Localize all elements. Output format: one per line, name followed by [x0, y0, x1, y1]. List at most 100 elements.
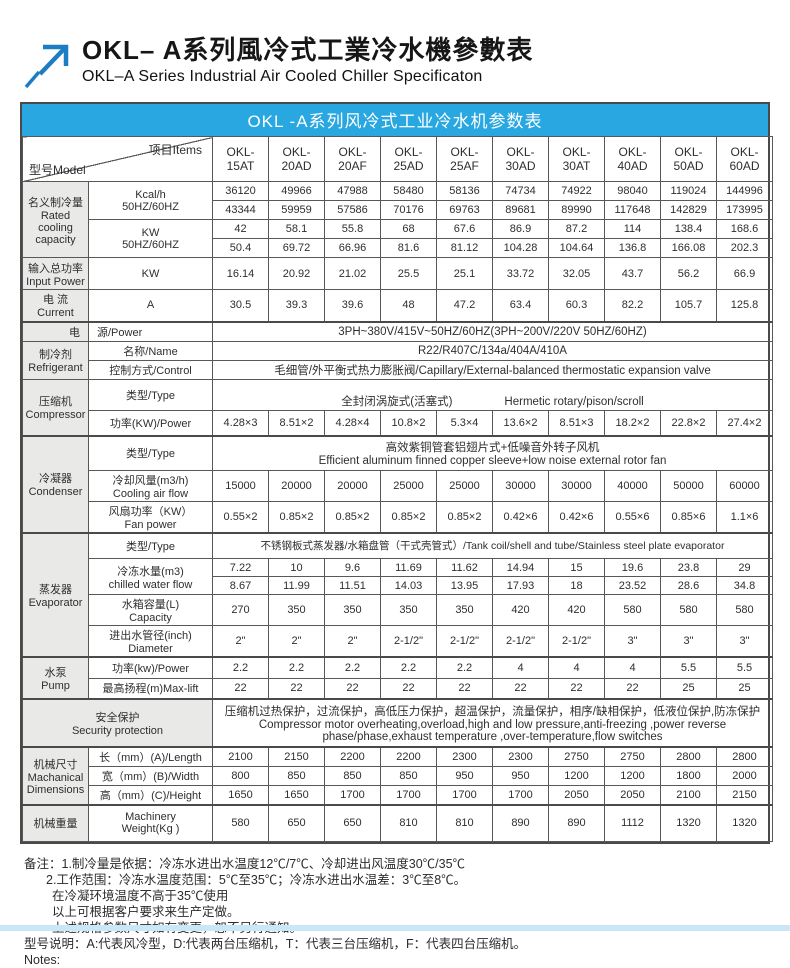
current-cell: 30.5 [212, 289, 269, 322]
row-label-compressor-power: 功率(KW)/Power [88, 409, 213, 437]
kcal-50hz-cell: 58480 [380, 181, 437, 201]
bottom-strip [0, 925, 790, 931]
group-label-pump: 水泵 Pump [22, 656, 89, 700]
row-label-tank-capacity: 水箱容量(L) Capacity [88, 594, 213, 626]
max-lift-cell: 22 [324, 677, 381, 700]
weight-cell: 1112 [604, 804, 661, 842]
width-cell: 950 [492, 766, 549, 786]
length-cell: 2200 [380, 746, 437, 767]
group-label-dimensions: 机械尺寸 Machanical Dimensions [22, 746, 89, 806]
fan-power-cell: 0.42×6 [548, 500, 605, 533]
pump-power-cell: 2.2 [268, 656, 325, 679]
width-cell: 800 [212, 766, 269, 786]
row-kcal-60hz: 43344 59959 57586 70176 69763 89681 89990 11764… [23, 200, 773, 220]
pump-power-cell: 2.2 [380, 656, 437, 679]
row-kw-60hz: 50.4 69.72 66.96 81.6 81.12 104.28 104.64 136.8… [23, 238, 773, 258]
evaporator-type-value: 不锈钢板式蒸发器/水箱盘管（干式壳管式）/Tank coil/shell and… [212, 531, 773, 559]
input-power-cell: 43.7 [604, 257, 661, 290]
kw-50hz-cell: 87.2 [548, 219, 605, 239]
current-cell: 39.6 [324, 289, 381, 322]
current-cell: 82.2 [604, 289, 661, 322]
kcal-50hz-cell: 49966 [268, 181, 325, 201]
cooling-air-flow-cell: 25000 [436, 469, 493, 502]
model-header-row: 型号Model 项目Items OKL- 15AT OKL- 20AD OKL- 2… [22, 136, 773, 182]
row-label-condenser-type: 类型/Type [88, 435, 213, 471]
weight-cell: 1320 [716, 804, 773, 842]
kw-60hz-cell: 104.64 [548, 238, 605, 258]
kw-50hz-cell: 86.9 [492, 219, 549, 239]
compressor-type-zh: 全封闭涡旋式(活塞式) [341, 395, 453, 408]
chilled-water-50hz-cell: 15 [548, 558, 605, 577]
spec-table: 型号Model 项目Items OKL- 15AT OKL- 20AD OKL- 2… [22, 136, 773, 842]
kw-60hz-cell: 81.12 [436, 238, 493, 258]
row-label-evaporator-type: 类型/Type [88, 531, 213, 559]
compressor-power-cell: 10.8×2 [380, 409, 437, 437]
chilled-water-50hz-cell: 9.6 [324, 558, 381, 577]
input-power-cell: 33.72 [492, 257, 549, 290]
row-label-power: 源/Power [88, 320, 213, 342]
input-power-cell: 16.14 [212, 257, 269, 290]
group-label-weight: 机械重量 [22, 804, 89, 842]
pipe-diameter-cell: 2-1/2" [436, 625, 493, 658]
cooling-air-flow-cell: 30000 [492, 469, 549, 502]
current-cell: 47.2 [436, 289, 493, 322]
group-label-refrigerant: 制冷剂 Refrigerant [22, 340, 89, 380]
pipe-diameter-cell: 3" [604, 625, 661, 658]
fan-power-cell: 0.55×2 [212, 500, 269, 533]
width-cell: 850 [324, 766, 381, 786]
current-cell: 105.7 [660, 289, 717, 322]
pump-power-cell: 2.2 [212, 656, 269, 679]
row-width: 宽（mm）(B)/Width 800 850 850 850 950 950 1200 120… [23, 766, 773, 786]
row-pump-power: 水泵 Pump 功率(kw)/Power 2.2 2.2 2.2 2.2 2.2 4 4 4 5… [22, 656, 773, 700]
row-fan-power: 风扇功率（KW） Fan power 0.55×2 0.85×2 0.85×2 0.8… [23, 500, 773, 533]
length-cell: 2300 [436, 746, 493, 767]
max-lift-cell: 22 [604, 677, 661, 700]
tank-capacity-cell: 270 [212, 594, 269, 626]
pump-power-cell: 4 [492, 656, 549, 679]
kcal-60hz-cell: 117648 [604, 200, 661, 220]
page-subtitle: OKL–A Series Industrial Air Cooled Chill… [82, 67, 483, 85]
length-cell: 2200 [324, 746, 381, 767]
tank-capacity-cell: 420 [492, 594, 549, 626]
chilled-water-60hz-cell: 23.52 [604, 576, 661, 595]
kcal-60hz-cell: 173995 [716, 200, 773, 220]
model-header: OKL- 25AF [436, 136, 493, 182]
compressor-power-cell: 8.51×3 [548, 409, 605, 437]
fan-power-cell: 0.55×6 [604, 500, 661, 533]
length-cell: 2750 [604, 746, 661, 767]
row-label-kw-unit: KW 50HZ/60HZ [88, 219, 213, 258]
width-cell: 1200 [548, 766, 605, 786]
cooling-air-flow-cell: 60000 [716, 469, 773, 502]
notes-section: 备注：1.制冷量是依据：冷冻水进出水温度12℃/7℃、冷却进出风温度30℃/35… [24, 856, 790, 968]
chilled-water-50hz-cell: 14.94 [492, 558, 549, 577]
pump-power-cell: 2.2 [436, 656, 493, 679]
compressor-type-en: Hermetic rotary/pison/scroll [504, 395, 644, 408]
model-header: OKL- 20AD [268, 136, 325, 182]
chilled-water-60hz-cell: 8.67 [212, 576, 269, 595]
row-compressor-power: 功率(KW)/Power 4.28×3 8.51×2 4.28×4 10.8×2 5.3… [23, 409, 773, 437]
corner-model-label: 型号Model [29, 163, 86, 177]
kcal-50hz-cell: 36120 [212, 181, 269, 201]
kcal-50hz-cell: 58136 [436, 181, 493, 201]
chilled-water-50hz-cell: 19.6 [604, 558, 661, 577]
pump-power-cell: 4 [548, 656, 605, 679]
pipe-diameter-cell: 2-1/2" [380, 625, 437, 658]
chilled-water-50hz-cell: 11.62 [436, 558, 493, 577]
model-header: OKL- 30AT [548, 136, 605, 182]
tank-capacity-cell: 580 [660, 594, 717, 626]
height-cell: 1650 [212, 785, 269, 806]
weight-cell: 1320 [660, 804, 717, 842]
tank-capacity-cell: 350 [380, 594, 437, 626]
row-condenser-type: 冷凝器 Condenser 类型/Type 高效紫铜管套铝翅片式+低噪音外转子风… [22, 435, 773, 533]
model-header: OKL- 50AD [660, 136, 717, 182]
row-label-kcal-unit: Kcal/h 50HZ/60HZ [88, 181, 213, 220]
cooling-air-flow-cell: 25000 [380, 469, 437, 502]
current-cell: 39.3 [268, 289, 325, 322]
pipe-diameter-cell: 3" [716, 625, 773, 658]
length-cell: 2750 [548, 746, 605, 767]
page: OKL– A系列風冷式工業冷水機參數表 OKL–A Series Industr… [0, 35, 790, 967]
fan-power-cell: 0.85×2 [324, 500, 381, 533]
kcal-60hz-cell: 69763 [436, 200, 493, 220]
row-label-length: 长（mm）(A)/Length [88, 746, 213, 767]
note-line: Notes: [24, 952, 61, 967]
